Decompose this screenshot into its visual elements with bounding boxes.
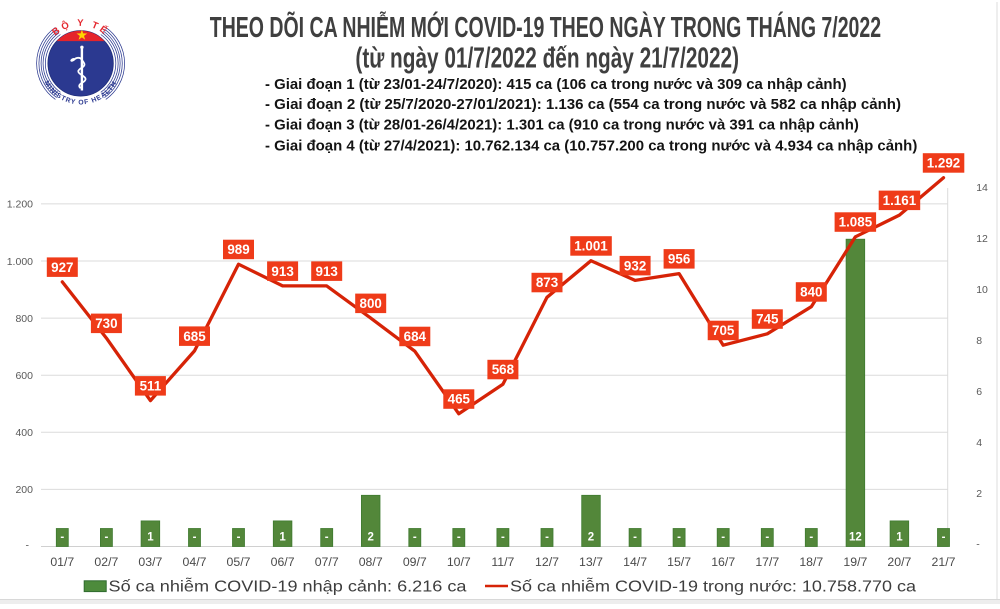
svg-text:1.292: 1.292 — [927, 156, 961, 171]
svg-text:4: 4 — [976, 437, 982, 449]
svg-text:-: - — [60, 531, 64, 543]
svg-text:913: 913 — [271, 264, 293, 279]
svg-text:-: - — [26, 540, 30, 552]
svg-text:2: 2 — [588, 531, 594, 543]
svg-text:01/7: 01/7 — [50, 555, 74, 569]
svg-text:07/7: 07/7 — [315, 555, 339, 569]
svg-text:913: 913 — [316, 264, 338, 279]
svg-text:800: 800 — [15, 313, 33, 325]
svg-text:-: - — [721, 531, 725, 543]
svg-text:-: - — [237, 531, 241, 543]
svg-text:- Giai đoạn 2 (từ 25/7/2020-27: - Giai đoạn 2 (từ 25/7/2020-27/01/2021):… — [265, 96, 901, 113]
svg-text:-: - — [942, 531, 946, 543]
svg-text:840: 840 — [800, 285, 822, 300]
svg-text:685: 685 — [183, 329, 206, 344]
svg-text:04/7: 04/7 — [183, 555, 207, 569]
svg-text:956: 956 — [668, 252, 690, 267]
svg-text:-: - — [193, 531, 197, 543]
svg-text:05/7: 05/7 — [227, 555, 251, 569]
svg-text:705: 705 — [712, 323, 735, 338]
svg-text:-: - — [413, 531, 417, 543]
svg-text:-: - — [765, 531, 769, 543]
svg-text:1: 1 — [279, 531, 286, 543]
svg-text:600: 600 — [15, 370, 33, 382]
svg-text:13/7: 13/7 — [579, 555, 603, 569]
svg-text:THEO DÕI CA NHIỄM MỚI COVID-19: THEO DÕI CA NHIỄM MỚI COVID-19 THEO NGÀY… — [210, 10, 881, 44]
svg-text:18/7: 18/7 — [799, 555, 823, 569]
svg-text:932: 932 — [624, 258, 646, 273]
svg-text:(từ ngày 01/7/2022 đến ngày 21: (từ ngày 01/7/2022 đến ngày 21/7/2022) — [355, 42, 739, 74]
svg-text:-: - — [501, 531, 505, 543]
svg-text:-: - — [976, 539, 980, 551]
svg-text:730: 730 — [95, 316, 117, 331]
svg-text:Số ca nhiễm COVID-19 trong nướ: Số ca nhiễm COVID-19 trong nước: 10.758.… — [510, 577, 916, 596]
svg-text:1.000: 1.000 — [7, 256, 33, 268]
svg-text:-: - — [545, 531, 549, 543]
svg-text:12: 12 — [976, 233, 988, 245]
svg-text:-: - — [104, 531, 108, 543]
svg-text:873: 873 — [536, 275, 558, 290]
svg-text:1: 1 — [896, 531, 903, 543]
svg-text:-: - — [677, 531, 681, 543]
svg-text:- Giai đoạn 4 (từ 27/4/2021):: - Giai đoạn 4 (từ 27/4/2021): 10.762.134… — [265, 138, 917, 155]
svg-text:16/7: 16/7 — [711, 555, 735, 569]
svg-text:19/7: 19/7 — [843, 555, 867, 569]
svg-text:12: 12 — [849, 531, 862, 543]
svg-text:684: 684 — [404, 329, 427, 344]
svg-text:- Giai đoạn 1 (từ 23/01-24/7/2: - Giai đoạn 1 (từ 23/01-24/7/2020): 415 … — [265, 76, 847, 93]
svg-text:17/7: 17/7 — [755, 555, 779, 569]
svg-text:745: 745 — [756, 312, 779, 327]
svg-text:568: 568 — [492, 362, 515, 377]
svg-text:11/7: 11/7 — [491, 555, 514, 569]
svg-text:06/7: 06/7 — [271, 555, 295, 569]
svg-text:03/7: 03/7 — [138, 555, 162, 569]
svg-text:1: 1 — [147, 531, 154, 543]
svg-text:1.001: 1.001 — [574, 239, 608, 254]
svg-text:- Giai đoạn 3 (từ 28/01-26/4/2: - Giai đoạn 3 (từ 28/01-26/4/2021): 1.30… — [265, 117, 859, 134]
svg-text:14: 14 — [976, 182, 988, 194]
svg-text:Số ca nhiễm COVID-19 nhập cảnh: Số ca nhiễm COVID-19 nhập cảnh: 6.216 ca — [109, 577, 467, 596]
svg-text:511: 511 — [140, 379, 162, 394]
svg-text:2: 2 — [976, 488, 982, 500]
svg-text:6: 6 — [976, 386, 982, 398]
svg-text:200: 200 — [15, 484, 33, 496]
svg-text:10: 10 — [976, 284, 988, 296]
svg-text:-: - — [457, 531, 461, 543]
svg-text:14/7: 14/7 — [623, 555, 647, 569]
svg-text:-: - — [809, 531, 813, 543]
svg-text:20/7: 20/7 — [887, 555, 911, 569]
svg-text:10/7: 10/7 — [447, 555, 471, 569]
svg-text:927: 927 — [51, 260, 73, 275]
svg-text:-: - — [633, 531, 637, 543]
svg-text:15/7: 15/7 — [667, 555, 691, 569]
svg-text:800: 800 — [360, 296, 382, 311]
svg-text:8: 8 — [976, 335, 982, 347]
svg-text:09/7: 09/7 — [403, 555, 427, 569]
svg-text:08/7: 08/7 — [359, 555, 383, 569]
svg-text:989: 989 — [227, 242, 249, 257]
svg-text:2: 2 — [367, 531, 373, 543]
svg-text:02/7: 02/7 — [94, 555, 118, 569]
svg-text:-: - — [325, 531, 329, 543]
svg-text:12/7: 12/7 — [535, 555, 559, 569]
svg-text:1.200: 1.200 — [7, 199, 33, 211]
svg-text:21/7: 21/7 — [932, 555, 956, 569]
svg-text:1.085: 1.085 — [839, 215, 873, 230]
svg-text:1.161: 1.161 — [883, 193, 917, 208]
svg-text:465: 465 — [448, 392, 471, 407]
svg-text:400: 400 — [15, 427, 33, 439]
